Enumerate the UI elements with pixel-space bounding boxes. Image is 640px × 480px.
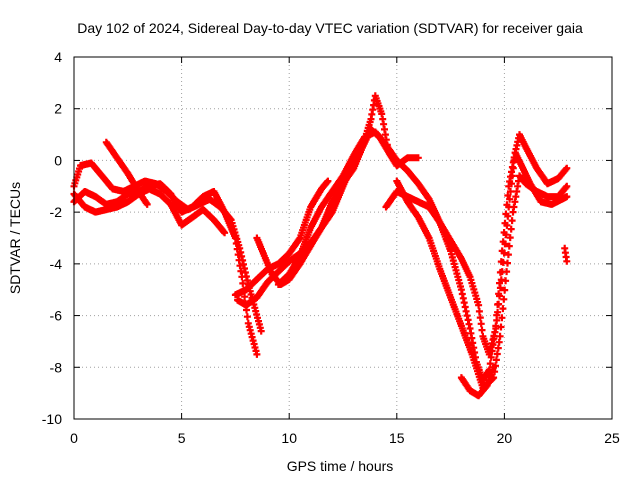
x-axis-label: GPS time / hours bbox=[287, 458, 394, 474]
plus-markers bbox=[70, 159, 265, 335]
series-track-e bbox=[231, 177, 332, 299]
series-track-d bbox=[102, 138, 151, 208]
x-tick-label: 25 bbox=[604, 430, 620, 446]
y-tick-label: -10 bbox=[42, 411, 62, 427]
x-tick-label: 15 bbox=[389, 430, 405, 446]
plus-markers bbox=[382, 149, 571, 384]
x-tick-label: 0 bbox=[70, 430, 78, 446]
plus-markers bbox=[102, 138, 151, 208]
series-track-a bbox=[70, 159, 265, 335]
series-track-b bbox=[70, 180, 261, 358]
series-track-k bbox=[457, 363, 498, 400]
plus-markers bbox=[561, 244, 571, 265]
plot-frame bbox=[73, 56, 613, 420]
y-tick-label: 2 bbox=[54, 101, 62, 117]
series-track-h bbox=[274, 128, 571, 358]
x-tick-label: 10 bbox=[281, 430, 297, 446]
axes: 0 5 10 15 20 25 -10 -8 -6 -4 -2 0 2 4 bbox=[42, 49, 620, 446]
y-tick-label: -8 bbox=[50, 359, 63, 375]
plus-markers bbox=[457, 363, 498, 400]
y-tick-label: 0 bbox=[54, 152, 62, 168]
plus-markers bbox=[231, 177, 332, 299]
series-track-i bbox=[382, 149, 571, 384]
y-tick-label: -6 bbox=[50, 308, 63, 324]
y-tick-label: -4 bbox=[50, 256, 63, 272]
x-tick-label: 5 bbox=[178, 430, 186, 446]
data-series bbox=[70, 92, 571, 400]
series-track-l bbox=[561, 244, 571, 265]
x-tick-label: 20 bbox=[497, 430, 513, 446]
y-tick-label: 4 bbox=[54, 49, 62, 65]
plus-markers bbox=[70, 180, 261, 358]
chart-title: Day 102 of 2024, Sidereal Day-to-day VTE… bbox=[77, 20, 583, 36]
grid-lines bbox=[74, 57, 612, 419]
y-tick-label: -2 bbox=[50, 204, 63, 220]
plus-markers bbox=[274, 128, 571, 358]
y-axis-label: SDTVAR / TECUs bbox=[7, 182, 23, 294]
